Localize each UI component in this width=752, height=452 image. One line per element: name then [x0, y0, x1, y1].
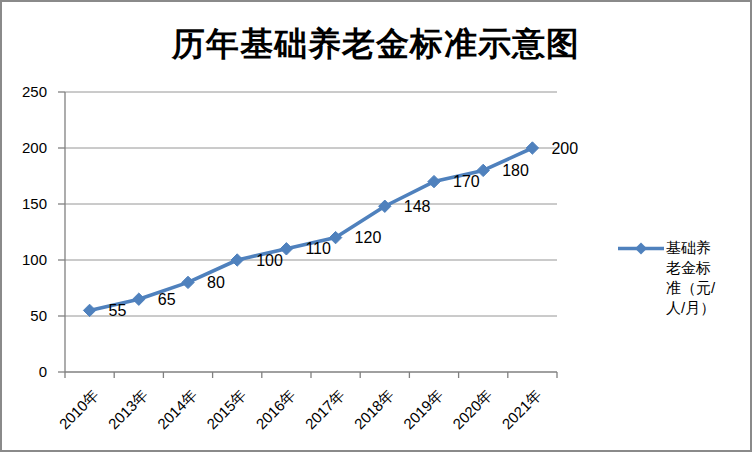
data-point-2014年 — [182, 276, 194, 288]
data-label-2014年: 80 — [207, 274, 225, 291]
x-tick-label: 2014年 — [154, 386, 200, 432]
x-tick-label: 2010年 — [55, 386, 101, 432]
x-tick-label: 2016年 — [252, 386, 298, 432]
data-point-2013年 — [133, 293, 145, 305]
legend-label: 基础养老金标准（元/人/月） — [666, 238, 722, 318]
data-point-2015年 — [231, 254, 243, 266]
data-label-2010年: 55 — [109, 302, 127, 319]
data-label-2018年: 148 — [404, 198, 431, 215]
x-tick-label: 2017年 — [301, 386, 347, 432]
y-tick-label: 100 — [22, 251, 47, 268]
x-tick-label: 2019年 — [400, 386, 446, 432]
data-label-2013年: 65 — [158, 291, 176, 308]
legend-marker-icon — [618, 242, 664, 255]
y-tick-label: 50 — [30, 307, 47, 324]
x-tick-label: 2013年 — [105, 386, 151, 432]
y-tick-label: 0 — [39, 363, 47, 380]
data-point-2019年 — [428, 175, 440, 187]
line-chart: 0 50 100 150 200 250 2010年2013年2014年2015年2016年… — [2, 2, 750, 450]
chart-frame: 历年基础养老金标准示意图 0501001502002502010年2013年20… — [0, 0, 752, 452]
data-label-2016年: 110 — [305, 240, 331, 257]
data-label-2017年: 120 — [355, 229, 382, 246]
data-point-2021年 — [526, 142, 538, 154]
data-point-2010年 — [83, 304, 95, 316]
legend: 基础养老金标准（元/人/月） — [618, 238, 722, 318]
x-tick-label: 2015年 — [203, 386, 249, 432]
y-tick-label: 250 — [22, 83, 47, 100]
data-label-2019年: 170 — [453, 173, 480, 190]
data-label-2020年: 180 — [502, 162, 529, 179]
x-tick-label: 2018年 — [351, 386, 397, 432]
y-tick-label: 150 — [22, 195, 47, 212]
data-label-2021年: 200 — [551, 140, 578, 157]
y-tick-label: 200 — [22, 139, 47, 156]
x-tick-label: 2020年 — [449, 386, 495, 432]
x-tick-label: 2021年 — [498, 386, 544, 432]
data-label-2015年: 100 — [256, 252, 283, 269]
legend-diamond-icon — [635, 243, 647, 255]
